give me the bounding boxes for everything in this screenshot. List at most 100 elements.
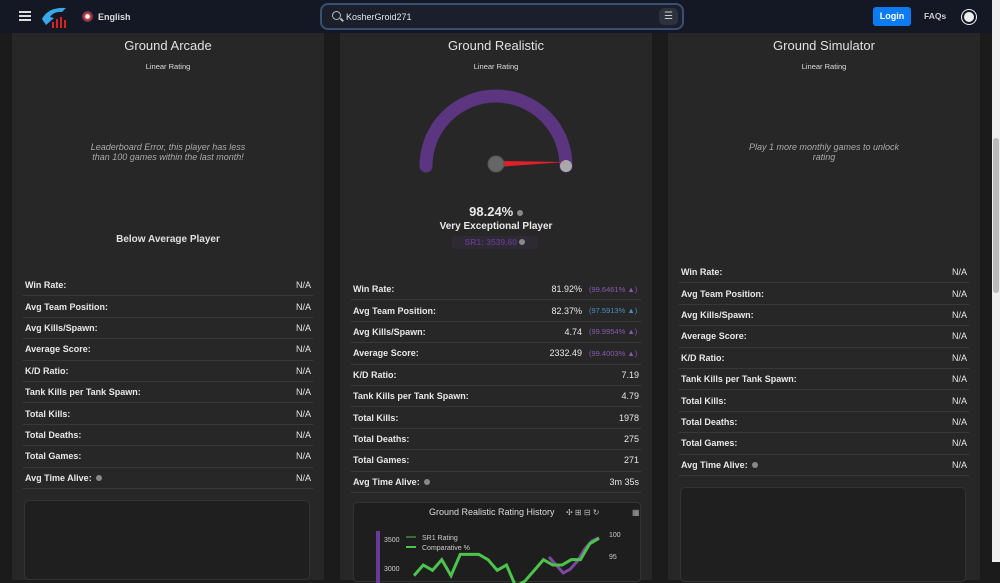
stat-value: N/A — [951, 416, 967, 427]
stat-label: Tank Kills per Tank Spawn: — [353, 391, 621, 401]
stat-label-text: Avg Time Alive: — [353, 476, 420, 487]
stat-value: N/A — [295, 429, 311, 440]
stat-label-text: Avg Team Position: — [353, 305, 437, 316]
stat-label-text: Average Score: — [25, 344, 91, 355]
stat-value: N/A — [295, 322, 311, 333]
stat-label: Tank Kills per Tank Spawn: — [681, 374, 952, 384]
logo[interactable] — [40, 5, 70, 29]
gauge-needle — [496, 161, 566, 167]
card-ground-realistic: Ground Realistic Linear Rating 98.24% Ve… — [340, 20, 652, 583]
stat-value: N/A — [295, 451, 311, 462]
stat-label-text: Total Games: — [353, 455, 410, 466]
stat-value: N/A — [951, 374, 967, 385]
info-icon[interactable] — [95, 474, 102, 481]
login-button[interactable]: Login — [873, 7, 911, 26]
stat-value: N/A — [951, 309, 967, 320]
stat-row: K/D Ratio: N/A — [23, 361, 313, 382]
stat-label: Avg Kills/Spawn: — [25, 323, 296, 333]
stat-label-text: Tank Kills per Tank Spawn: — [353, 391, 469, 402]
stat-label-text: Average Score: — [681, 331, 747, 342]
top-nav: English ☰ Login FAQs — [0, 0, 992, 33]
stat-label: Avg Time Alive: — [25, 473, 296, 483]
scrollbar[interactable] — [992, 0, 1000, 562]
stat-label: Win Rate: — [681, 267, 952, 277]
stat-label: Avg Team Position: — [353, 306, 551, 316]
search-icon — [332, 11, 341, 20]
stat-label: K/D Ratio: — [681, 353, 952, 363]
stat-row: Tank Kills per Tank Spawn: N/A — [679, 369, 969, 391]
sun-icon[interactable] — [964, 12, 974, 22]
stat-label-text: Win Rate: — [25, 280, 67, 291]
stat-label-text: K/D Ratio: — [353, 369, 397, 380]
stat-label-text: Win Rate: — [681, 267, 723, 278]
stat-value: 271 — [623, 455, 639, 466]
stat-value: N/A — [295, 387, 311, 398]
sr1-value: SR1: 3539.60 — [464, 237, 518, 247]
stat-row: Average Score: N/A — [679, 326, 969, 348]
stat-label-text: Total Kills: — [25, 408, 71, 419]
card-subtitle: Linear Rating — [145, 62, 191, 71]
chart-plot: ▦ ✣ ⊞ ⊟ ↻ 3500 3000 100 95 SR1 Rating Co… — [376, 508, 640, 583]
stat-row: Tank Kills per Tank Spawn: 4.79 — [351, 386, 641, 408]
scrollbar-thumb[interactable] — [993, 138, 999, 293]
stat-value: 2332.49 — [549, 348, 582, 359]
stat-row: Total Deaths: 275 — [351, 429, 641, 451]
rating-history-chart[interactable]: Ground Realistic Rating History ▦ ✣ ⊞ ⊟ … — [353, 502, 641, 583]
chart-placeholder — [24, 500, 310, 580]
stat-row: Avg Time Alive: 3m 35s — [351, 472, 641, 493]
stat-label-text: Total Kills: — [353, 412, 399, 423]
search-input[interactable] — [346, 9, 646, 25]
stat-row: Total Games: 271 — [351, 450, 641, 472]
stat-value: N/A — [295, 344, 311, 355]
stat-label: Average Score: — [681, 331, 952, 341]
stat-label: Average Score: — [353, 348, 549, 358]
chart-toolbar: ✣ ⊞ ⊟ ↻ — [566, 508, 599, 517]
y-left-tick: 3500 — [384, 537, 400, 544]
faqs-link[interactable]: FAQs — [924, 11, 947, 21]
stat-value: N/A — [951, 459, 967, 470]
sliders-icon[interactable]: ☰ — [659, 8, 678, 25]
stat-label: Total Kills: — [25, 409, 296, 419]
stat-label-text: Avg Kills/Spawn: — [681, 309, 754, 320]
chart-title: Ground Realistic Rating History — [429, 507, 555, 517]
info-icon[interactable] — [751, 461, 758, 468]
stat-row: Win Rate: N/A — [679, 262, 969, 284]
percentile-value: 98.24% — [469, 204, 514, 219]
stat-label-text: Total Games: — [681, 438, 738, 449]
unlock-message: Play 1 more monthly games to unlock rati… — [748, 142, 900, 163]
card-subtitle: Linear Rating — [801, 62, 847, 71]
stat-value: N/A — [951, 395, 967, 406]
stat-label-text: Win Rate: — [353, 284, 395, 295]
stat-row: Total Games: N/A — [23, 446, 313, 468]
stats-list: Win Rate: N/A Avg Team Position: N/A Avg Kil… — [23, 275, 313, 489]
stat-label: K/D Ratio: — [353, 370, 621, 380]
stat-label-text: Total Deaths: — [353, 433, 410, 444]
info-icon[interactable] — [519, 239, 526, 245]
stat-percentile: (99.4003% ▲) — [589, 348, 638, 358]
uk-flag-icon — [82, 11, 93, 22]
stat-label: Total Games: — [681, 438, 952, 448]
info-icon[interactable] — [423, 478, 430, 485]
stat-label: Avg Kills/Spawn: — [681, 310, 952, 320]
y-right-tick: 95 — [609, 554, 617, 561]
stat-percentile: (99.6461% ▲) — [589, 284, 638, 294]
stat-row: Avg Kills/Spawn: 4.74 (99.9954% ▲) — [351, 322, 641, 344]
stat-label: Total Deaths: — [681, 417, 952, 427]
stat-label-text: Avg Team Position: — [681, 288, 765, 299]
stat-label-text: Average Score: — [353, 348, 419, 359]
card-ground-arcade: Ground Arcade Linear Rating Leaderboard … — [12, 20, 324, 580]
chart-placeholder — [680, 487, 966, 582]
hamburger-icon[interactable] — [19, 11, 31, 21]
stat-label: Avg Kills/Spawn: — [353, 327, 564, 337]
percentile: 98.24% — [340, 204, 652, 219]
stat-value: 4.79 — [621, 391, 639, 402]
stat-label: Total Games: — [25, 451, 296, 461]
stat-value: 1978 — [618, 412, 639, 423]
stat-row: Avg Kills/Spawn: N/A — [23, 318, 313, 340]
language-selector[interactable]: English — [82, 11, 131, 22]
sr1-badge: SR1: 3539.60 — [452, 236, 538, 249]
stat-row: Total Kills: N/A — [23, 403, 313, 425]
info-icon[interactable] — [516, 210, 523, 216]
stat-label-text: Avg Kills/Spawn: — [353, 326, 426, 337]
stat-row: Tank Kills per Tank Spawn: N/A — [23, 382, 313, 404]
